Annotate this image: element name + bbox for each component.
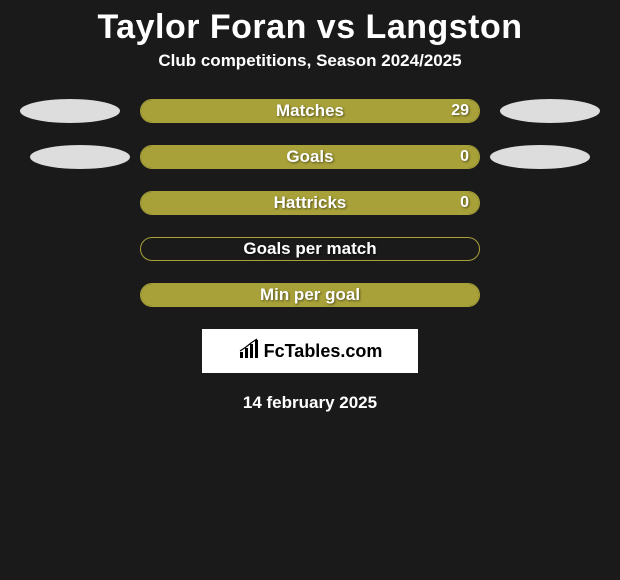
logo-box: FcTables.com [202, 329, 418, 373]
logo-text: FcTables.com [264, 341, 383, 362]
stat-label: Goals [286, 147, 333, 167]
ellipse-right [500, 99, 600, 123]
stat-bar: Goals per match [140, 237, 480, 261]
ellipse-left [30, 145, 130, 169]
stat-label: Goals per match [243, 239, 376, 259]
stat-bar: Min per goal [140, 283, 480, 307]
stat-row: Min per goal [10, 283, 610, 307]
ellipse-left [20, 99, 120, 123]
stat-value-right: 0 [460, 148, 469, 166]
stat-label: Matches [276, 101, 344, 121]
stat-label: Min per goal [260, 285, 360, 305]
stat-row: Goals 0 [10, 145, 610, 169]
infographic-container: Taylor Foran vs Langston Club competitio… [0, 0, 620, 413]
stats-area: Matches 29 Goals 0 Hattricks 0 Goals per match… [10, 99, 610, 307]
stat-bar: Hattricks 0 [140, 191, 480, 215]
ellipse-right [490, 145, 590, 169]
stat-row: Goals per match [10, 237, 610, 261]
chart-icon [238, 338, 260, 365]
stat-value-right: 29 [451, 102, 469, 120]
date-text: 14 february 2025 [10, 393, 610, 413]
stat-row: Matches 29 [10, 99, 610, 123]
page-title: Taylor Foran vs Langston [10, 0, 610, 51]
stat-label: Hattricks [274, 193, 347, 213]
stat-bar: Matches 29 [140, 99, 480, 123]
stat-row: Hattricks 0 [10, 191, 610, 215]
stat-value-right: 0 [460, 194, 469, 212]
stat-bar: Goals 0 [140, 145, 480, 169]
subtitle: Club competitions, Season 2024/2025 [10, 51, 610, 71]
